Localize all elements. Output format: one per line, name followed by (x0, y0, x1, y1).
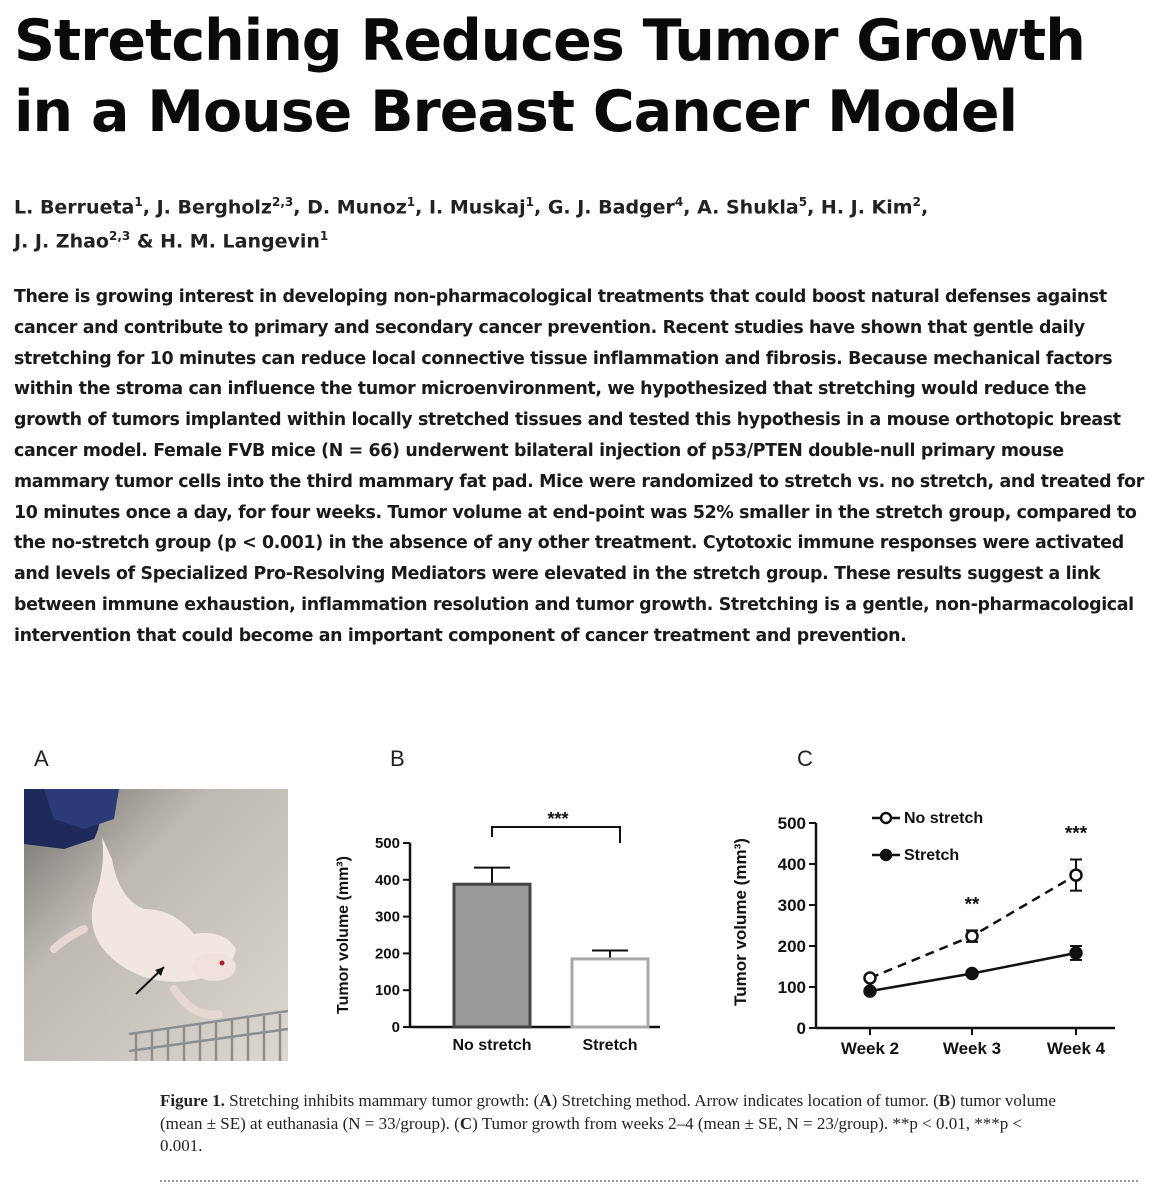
y-tick-label: 100 (375, 982, 400, 999)
author-name: G. J. Badger (547, 196, 675, 219)
author-affiliation: 1 (134, 195, 143, 209)
data-point (863, 971, 877, 985)
abstract: There is growing interest in developing … (14, 287, 1144, 646)
author-name: H. M. Langevin (160, 230, 320, 253)
bar-chart-tumor-volume: 0 100 200 300 400 500 Tumor volume (mm³) No str… (335, 809, 660, 1054)
legend-marker (879, 848, 893, 862)
y-tick-label: 300 (778, 896, 806, 915)
x-tick-label: Week 4 (1047, 1039, 1106, 1058)
y-tick-label: 0 (392, 1019, 400, 1036)
author-affiliation: 1 (406, 195, 416, 209)
series-line (869, 873, 1077, 980)
y-axis-title: Tumor volume (mm³) (335, 856, 352, 1014)
author-affiliation: 2,3 (271, 195, 294, 209)
y-tick-label: 300 (375, 909, 400, 926)
data-point (965, 966, 979, 981)
x-tick-label: Stretch (582, 1037, 637, 1054)
y-tick-label: 200 (375, 945, 400, 962)
data-point (1069, 946, 1083, 960)
panel-label-b: B (390, 746, 405, 771)
author-list: L. Berrueta1, J. Bergholz2,3, D. Munoz1,… (14, 195, 929, 253)
figure-caption: Figure 1. Stretching inhibits mammary tu… (160, 1091, 1056, 1156)
bar (570, 957, 650, 1029)
significance-label: ** (965, 894, 980, 915)
y-tick-label: 400 (375, 872, 400, 889)
caption-panel-letter: C (459, 1113, 473, 1133)
caption-panel-text: tumor volume (mean ± SE) at euthanasia (… (160, 1091, 1056, 1133)
caption-panel-text: Stretching method. Arrow indicates locat… (561, 1091, 929, 1110)
caption-title: Stretching inhibits mammary tumor growth… (229, 1091, 530, 1110)
panel-label-c: C (797, 746, 813, 771)
y-tick-label: 0 (797, 1019, 806, 1038)
author-affiliation: 5 (798, 195, 808, 209)
y-tick-label: 500 (778, 814, 806, 833)
line-chart-tumor-growth: 0 100 200 300 400 500 Tumor volume (mm³) Week 2… (731, 810, 1115, 1058)
significance-label: *** (547, 809, 568, 829)
author-affiliation: 1 (525, 195, 534, 209)
author-name: H. J. Kim (820, 196, 913, 219)
author-name: J. J. Zhao (14, 230, 109, 253)
author-name: J. Bergholz (156, 196, 272, 219)
caption-panel-letter: B (938, 1091, 951, 1110)
legend-marker (879, 811, 893, 825)
mouse-stretching-photo (24, 789, 288, 1061)
x-tick-label: Week 2 (841, 1039, 899, 1058)
author-affiliation: 1 (319, 229, 329, 244)
author-name: I. Muskaj (428, 196, 526, 219)
y-tick-label: 200 (778, 937, 806, 956)
author-name: A. Shukla (697, 196, 799, 219)
legend-label: No stretch (904, 810, 983, 827)
data-point (863, 984, 877, 998)
dotted-divider (160, 1180, 1138, 1182)
article-title: Stretching Reduces Tumor Growth in a Mou… (14, 8, 1086, 145)
significance-label: *** (1065, 823, 1088, 844)
y-tick-label: 400 (778, 855, 806, 874)
data-point (965, 929, 979, 943)
author-name: L. Berrueta (14, 196, 135, 219)
x-tick-label: No stretch (452, 1037, 531, 1054)
legend-label: Stretch (904, 847, 959, 864)
caption-label: Figure 1. (160, 1091, 225, 1110)
author-name: D. Munoz (307, 196, 407, 219)
panel-label-a: A (34, 746, 49, 771)
caption-panel-text: Tumor growth from weeks 2–4 (mean ± SE, … (160, 1113, 1023, 1156)
bar (452, 882, 532, 1029)
data-point (1069, 868, 1083, 882)
x-tick-label: Week 3 (943, 1039, 1001, 1058)
y-tick-label: 500 (375, 835, 400, 852)
caption-panel-letter: A (539, 1091, 552, 1110)
y-axis-title: Tumor volume (mm³) (731, 838, 750, 1006)
author-affiliation: 2 (912, 195, 921, 209)
author-affiliation: 2,3 (108, 229, 131, 244)
significance-bracket (491, 826, 621, 843)
y-tick-label: 100 (778, 978, 806, 997)
author-affiliation: 4 (674, 195, 684, 209)
